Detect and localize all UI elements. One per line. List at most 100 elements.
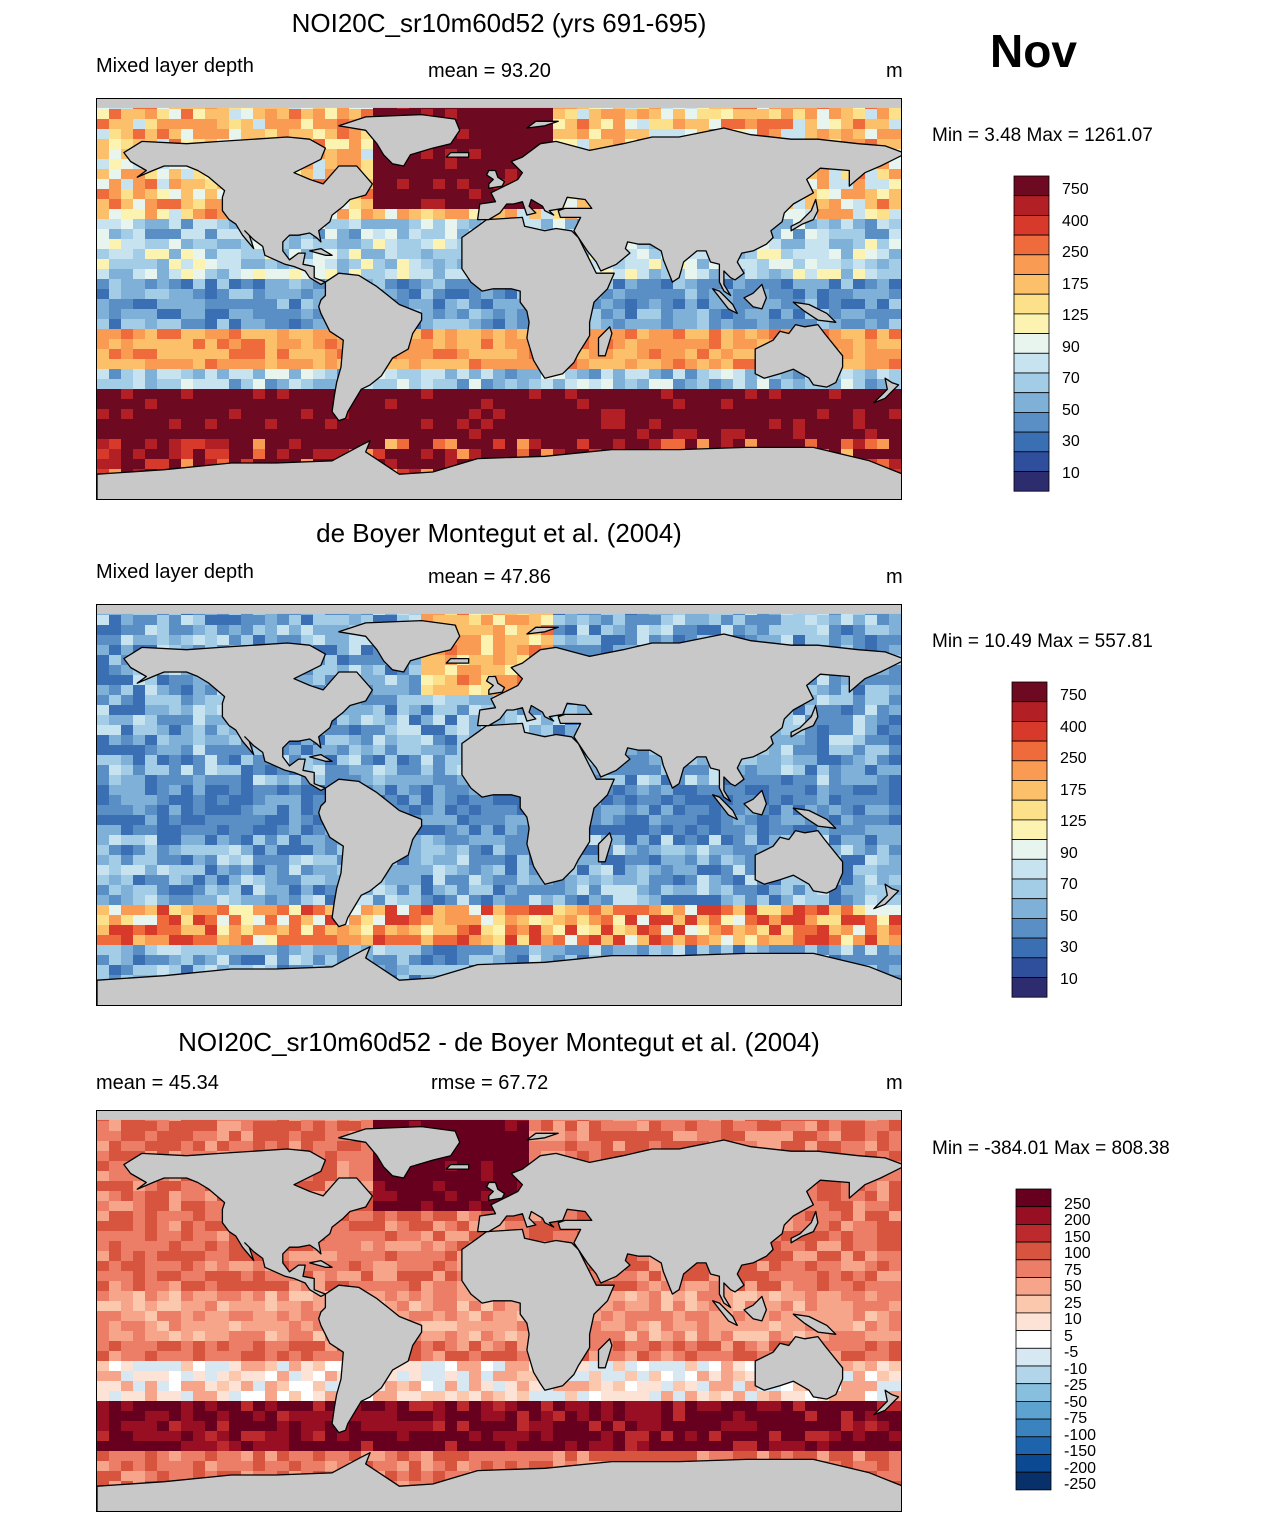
- field-cell: [781, 229, 794, 240]
- field-cell: [577, 439, 590, 450]
- field-cell: [145, 775, 158, 786]
- field-cell: [817, 399, 830, 410]
- field-cell: [817, 109, 830, 120]
- field-cell: [901, 279, 902, 290]
- field-cell: [325, 439, 338, 450]
- field-cell: [577, 499, 590, 500]
- field-cell: [865, 239, 878, 250]
- field-cell: [289, 299, 302, 310]
- field-cell: [289, 855, 302, 866]
- field-cell: [217, 725, 230, 736]
- field-cell: [301, 785, 314, 796]
- field-cell: [337, 109, 350, 120]
- field-cell: [517, 905, 530, 916]
- field-cell: [109, 239, 122, 250]
- field-cell: [469, 209, 482, 220]
- field-cell: [457, 349, 470, 360]
- field-cell: [697, 755, 710, 766]
- field-cell: [853, 885, 866, 896]
- field-cell: [637, 635, 650, 646]
- field-cell: [457, 775, 470, 786]
- field-cell: [901, 229, 902, 240]
- field-cell: [517, 349, 530, 360]
- field-cell: [205, 119, 218, 130]
- field-cell: [529, 449, 542, 460]
- field-cell: [505, 159, 518, 170]
- field-cell: [145, 695, 158, 706]
- field-cell: [409, 399, 422, 410]
- field-cell: [505, 449, 518, 460]
- field-cell: [205, 239, 218, 250]
- field-cell: [853, 399, 866, 410]
- field-cell: [577, 379, 590, 390]
- field-cell: [589, 765, 602, 776]
- field-cell: [313, 409, 326, 420]
- field-cell: [313, 419, 326, 430]
- field-cell: [241, 905, 254, 916]
- field-cell: [277, 885, 290, 896]
- field-cell: [481, 449, 494, 460]
- field-cell: [421, 875, 434, 886]
- field-cell: [397, 865, 410, 876]
- field-cell: [205, 269, 218, 280]
- field-cell: [349, 735, 362, 746]
- field-cell: [301, 885, 314, 896]
- field-cell: [253, 379, 266, 390]
- field-cell: [337, 149, 350, 160]
- field-cell: [217, 905, 230, 916]
- field-cell: [829, 805, 842, 816]
- field-cell: [601, 419, 614, 430]
- field-cell: [793, 129, 806, 140]
- field-cell: [781, 419, 794, 430]
- field-cell: [865, 895, 878, 906]
- field-cell: [577, 875, 590, 886]
- field-cell: [421, 379, 434, 390]
- field-cell: [325, 359, 338, 370]
- field-cell: [865, 279, 878, 290]
- field-cell: [565, 615, 578, 626]
- field-cell: [793, 119, 806, 130]
- field-cell: [349, 765, 362, 776]
- field-cell: [217, 499, 230, 500]
- field-cell: [613, 499, 626, 500]
- field-cell: [457, 815, 470, 826]
- field-cell: [649, 825, 662, 836]
- field-cell: [385, 915, 398, 926]
- field-cell: [373, 449, 386, 460]
- field-cell: [469, 329, 482, 340]
- field-cell: [901, 189, 902, 200]
- field-cell: [829, 339, 842, 350]
- field-cell: [709, 409, 722, 420]
- field-cell: [433, 449, 446, 460]
- field-cell: [853, 189, 866, 200]
- field-cell: [265, 625, 278, 636]
- field-cell: [877, 635, 890, 646]
- field-cell: [445, 169, 458, 180]
- field-cell: [361, 725, 374, 736]
- field-cell: [133, 905, 146, 916]
- field-cell: [589, 915, 602, 926]
- field-cell: [589, 369, 602, 380]
- field-cell: [745, 835, 758, 846]
- field-cell: [469, 805, 482, 816]
- field-cell: [865, 339, 878, 350]
- field-cell: [181, 499, 194, 500]
- field-cell: [445, 289, 458, 300]
- field-cell: [181, 289, 194, 300]
- field-cell: [265, 449, 278, 460]
- field-cell: [589, 389, 602, 400]
- field-cell: [157, 129, 170, 140]
- field-cell: [901, 359, 902, 370]
- field-cell: [277, 379, 290, 390]
- field-cell: [817, 715, 830, 726]
- field-cell: [445, 715, 458, 726]
- field-cell: [529, 369, 542, 380]
- field-cell: [901, 655, 902, 666]
- field-cell: [457, 199, 470, 210]
- field-cell: [565, 379, 578, 390]
- field-cell: [457, 705, 470, 716]
- field-cell: [517, 625, 530, 636]
- field-cell: [145, 835, 158, 846]
- field-cell: [385, 665, 398, 676]
- field-cell: [577, 895, 590, 906]
